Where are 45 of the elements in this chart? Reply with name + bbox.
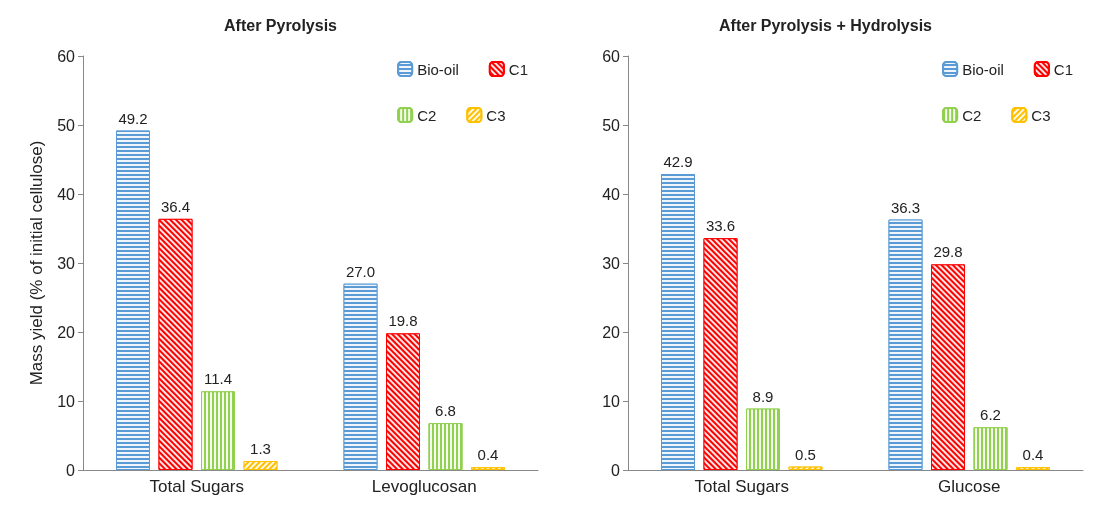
legend-label: C1 <box>508 60 529 78</box>
data-label: 29.8 <box>933 243 963 261</box>
y-tick-label: 10 <box>57 392 76 410</box>
y-tick-label: 60 <box>602 47 621 65</box>
data-label: 19.8 <box>388 312 418 330</box>
y-tick-label: 30 <box>57 254 76 272</box>
y-tick-label: 0 <box>66 461 76 479</box>
legend-label: C1 <box>1053 60 1074 78</box>
data-label: 6.2 <box>980 406 1001 424</box>
data-label: 36.4 <box>160 197 191 215</box>
y-tick-label: 60 <box>57 47 76 65</box>
data-label: 1.3 <box>250 440 271 458</box>
data-label: 0.4 <box>1022 446 1044 464</box>
y-axis-title: Mass yield (% of initial cellulose) <box>27 140 46 386</box>
data-label: 36.3 <box>890 198 921 216</box>
y-tick-label: 20 <box>602 323 621 341</box>
y-tick-label: 20 <box>57 323 76 341</box>
data-label: 27.0 <box>345 262 376 280</box>
data-label: 0.4 <box>477 446 499 464</box>
x-tick-label: Total Sugars <box>694 477 789 496</box>
legend-label: C3 <box>486 106 506 124</box>
legend-label: C2 <box>962 106 982 124</box>
y-tick-label: 50 <box>57 116 76 134</box>
data-label: 6.8 <box>435 402 456 420</box>
y-tick-label: 10 <box>602 392 621 410</box>
legend-label: C3 <box>1031 106 1051 124</box>
data-label: 8.9 <box>752 387 774 405</box>
x-tick-label: Levoglucosan <box>371 477 477 496</box>
y-tick-label: 30 <box>602 254 621 272</box>
x-tick-label: Total Sugars <box>149 477 244 496</box>
data-label: 0.5 <box>795 445 816 463</box>
legend-label: C2 <box>417 106 437 124</box>
y-tick-label: 40 <box>602 185 621 203</box>
legend-label: Bio-oil <box>962 60 1004 78</box>
legend-label: Bio-oil <box>417 60 459 78</box>
chart-title: After Pyrolysis + Hydrolysis <box>719 16 933 34</box>
data-label: 49.2 <box>118 109 148 127</box>
y-tick-label: 0 <box>611 461 621 479</box>
data-label: 42.9 <box>663 152 693 170</box>
y-tick-label: 40 <box>57 185 76 203</box>
chart-title: After Pyrolysis <box>224 16 338 34</box>
x-tick-label: Glucose <box>938 477 1001 496</box>
data-label: 33.6 <box>705 217 736 235</box>
data-label: 11.4 <box>203 370 233 388</box>
y-tick-label: 50 <box>602 116 621 134</box>
